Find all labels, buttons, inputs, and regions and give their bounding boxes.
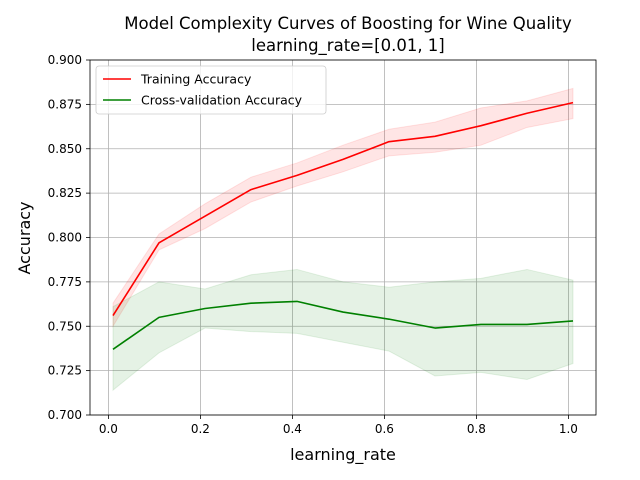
- y-tick-label-4: 0.800: [48, 231, 82, 245]
- series-0-line: [112, 101, 574, 317]
- x-tick-label-4: 0.8: [467, 422, 486, 436]
- legend: Training Accuracy Cross-validation Accur…: [95, 65, 327, 115]
- confidence-bands: [112, 87, 574, 392]
- x-tick-label-2: 0.4: [283, 422, 302, 436]
- series-1-line: [112, 300, 574, 350]
- y-tick-label-2: 0.750: [48, 319, 82, 333]
- chart-title-line-1: Model Complexity Curves of Boosting for …: [124, 14, 572, 33]
- x-tick-label-0: 0.0: [99, 422, 118, 436]
- chart-title-line-2: learning_rate=[0.01, 1]: [251, 36, 445, 56]
- series-0-band: [112, 87, 574, 329]
- y-tick-label-0: 0.700: [48, 408, 82, 422]
- y-tick-label-7: 0.875: [48, 97, 82, 111]
- series-1-band: [112, 268, 574, 392]
- x-tick-label-3: 0.6: [375, 422, 394, 436]
- legend-label-training: Training Accuracy: [140, 72, 252, 87]
- x-axis-label: learning_rate: [290, 445, 396, 465]
- y-tick-label-3: 0.775: [48, 275, 82, 289]
- x-tick-label-5: 1.0: [559, 422, 578, 436]
- y-tick-label-5: 0.825: [48, 186, 82, 200]
- y-tick-label-6: 0.850: [48, 142, 82, 156]
- y-tick-label-8: 0.900: [48, 53, 82, 67]
- legend-frame: [95, 65, 327, 115]
- y-axis-label: Accuracy: [15, 201, 34, 274]
- series-lines: [112, 101, 574, 350]
- x-tick-label-1: 0.2: [191, 422, 210, 436]
- axis-ticks: 0.0 0.2 0.4 0.6 0.8 1.0 0.700 0.725 0.750 0.775 0.…: [48, 53, 578, 436]
- y-tick-label-1: 0.725: [48, 364, 82, 378]
- legend-label-cv: Cross-validation Accuracy: [141, 93, 303, 108]
